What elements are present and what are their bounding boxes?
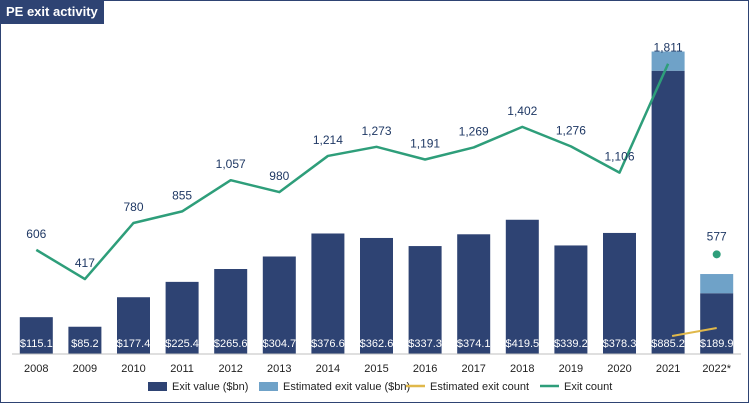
x-tick-label: 2017 <box>461 363 485 375</box>
bar-value-label: $304.7 <box>262 338 296 350</box>
exit-count-line-group <box>35 63 721 337</box>
bar-value-label: $374.1 <box>457 338 491 350</box>
x-tick-label: 2016 <box>413 363 437 375</box>
bar-value-label: $337.3 <box>408 338 442 350</box>
x-tick-label: 2018 <box>510 363 534 375</box>
bar-exit-value-2021 <box>651 70 685 355</box>
exit-count-label: 1,273 <box>361 124 391 138</box>
x-tick-label: 2014 <box>316 363 340 375</box>
x-tick-label: 2013 <box>267 363 291 375</box>
bar-value-label: $378.3 <box>603 338 637 350</box>
exit-count-label: 780 <box>123 200 143 214</box>
bar-exit-value-2016 <box>408 246 442 354</box>
legend-label: Estimated exit value ($bn) <box>283 381 410 393</box>
legend-label: Exit value ($bn) <box>172 381 248 393</box>
exit-count-label: 855 <box>172 188 192 202</box>
estimated-exit-count-line <box>671 327 717 337</box>
x-tick-label: 2015 <box>364 363 388 375</box>
bar-exit-value-2018 <box>505 219 539 354</box>
x-tick-label: 2008 <box>24 363 48 375</box>
exit-count-label: 1,276 <box>556 123 586 137</box>
bar-exit-value-2011 <box>165 281 199 354</box>
bar-value-label: $339.2 <box>554 338 588 350</box>
legend-swatch <box>259 382 278 391</box>
exit-count-label: 577 <box>707 229 727 243</box>
legend-label: Estimated exit count <box>430 381 529 393</box>
chart-title: PE exit activity <box>0 0 104 24</box>
x-tick-label: 2019 <box>559 363 583 375</box>
legend-label: Exit count <box>564 381 612 393</box>
bar-exit-value-2012 <box>214 269 248 354</box>
bar-exit-value-2020 <box>603 232 636 354</box>
bar-value-label: $265.6 <box>214 338 248 350</box>
bar-estimated-exit-value-2021 <box>651 51 685 71</box>
bar-value-label: $225.4 <box>165 338 199 350</box>
exit-count-label: 1,402 <box>507 104 537 118</box>
exit-count-label: 1,191 <box>410 136 440 150</box>
labels-group: $115.1 $85.2 $177.4 $225.4 $265.6 $304.7 $376.… <box>20 41 734 350</box>
x-tick-label: 2009 <box>73 363 97 375</box>
legend-group: Exit value ($bn) Estimated exit value ($b… <box>148 381 612 393</box>
bar-value-label: $362.6 <box>360 338 394 350</box>
exit-count-label: 417 <box>75 256 95 270</box>
x-tick-label: 2020 <box>607 363 631 375</box>
x-tick-label: 2012 <box>218 363 242 375</box>
x-tick-label: 2010 <box>121 363 145 375</box>
bar-value-label: $885.2 <box>651 338 685 350</box>
exit-count-label: 1,269 <box>459 124 489 138</box>
exit-count-label: 1,057 <box>216 157 246 171</box>
exit-count-label: 1,106 <box>604 150 634 164</box>
exit-count-label: 606 <box>26 227 46 241</box>
bar-exit-value-2014 <box>311 233 345 354</box>
bar-exit-value-2019 <box>554 245 588 354</box>
exit-count-label: 1,811 <box>654 41 683 55</box>
bar-estimated-exit-value-2022 <box>700 274 734 294</box>
bar-value-label: $376.6 <box>311 338 345 350</box>
bar-value-label: $419.5 <box>505 338 539 350</box>
exit-count-label: 980 <box>269 169 289 183</box>
exit-count-label: 1,214 <box>313 133 343 147</box>
bar-exit-value-2017 <box>457 234 491 354</box>
bar-exit-value-2013 <box>262 256 296 354</box>
bar-exit-value-2009 <box>68 326 102 354</box>
bar-exit-value-2010 <box>117 297 150 354</box>
exit-count-line <box>35 63 670 281</box>
legend-swatch <box>148 382 167 391</box>
ticks-group: 2008 2009 2010 2011 2012 2013 2014 2015 2016 2017… <box>12 353 741 375</box>
bar-value-label: $177.4 <box>117 338 151 350</box>
bar-exit-value-2008 <box>19 317 53 354</box>
bar-value-label: $115.1 <box>20 338 53 350</box>
bar-exit-value-2015 <box>360 237 393 354</box>
bar-exit-value-2022 <box>700 293 734 354</box>
x-tick-label: 2022* <box>702 363 731 375</box>
x-tick-label: 2021 <box>656 363 680 375</box>
x-tick-label: 2011 <box>170 363 194 375</box>
bars-group <box>19 51 734 355</box>
bar-value-label: $189.9 <box>700 338 734 350</box>
bar-value-label: $85.2 <box>71 338 99 350</box>
exit-count-point-2022 <box>712 250 721 259</box>
